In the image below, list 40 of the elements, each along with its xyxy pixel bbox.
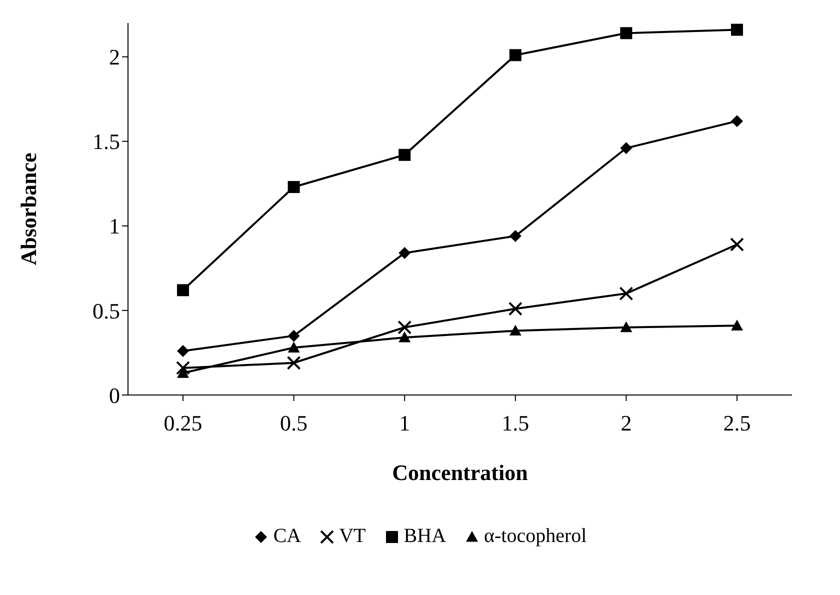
x-tick-label: 1 (399, 410, 410, 436)
x-tick-label: 2 (620, 410, 632, 436)
point (731, 115, 743, 128)
y-tick-label: 2 (109, 44, 120, 70)
point (620, 321, 632, 332)
point (398, 332, 411, 342)
point (286, 356, 301, 370)
point (509, 230, 522, 242)
x-tick-label: 0.5 (280, 410, 308, 436)
x-tick-label: 1.5 (502, 410, 530, 436)
legend-label: VT (339, 525, 366, 548)
legend-label: α-tocopherol (484, 525, 587, 548)
point (177, 345, 189, 358)
point (398, 320, 412, 334)
point (508, 302, 522, 316)
y-tick-label: 1.5 (92, 129, 120, 154)
x-axis-title: Concentration (392, 460, 528, 485)
point (731, 24, 743, 36)
point (509, 324, 522, 336)
y-tick-label: 0.5 (92, 298, 120, 324)
point (398, 246, 411, 259)
x-tick-label: 0.25 (164, 410, 202, 436)
point (288, 181, 300, 194)
point (730, 238, 744, 252)
y-axis-title: Absorbance (16, 152, 41, 266)
point (288, 330, 300, 342)
legend-label: BHA (404, 525, 446, 548)
point (177, 284, 189, 296)
y-tick-label: 1 (109, 214, 120, 239)
y-tick-label: 0 (109, 382, 120, 408)
point (619, 286, 634, 301)
point (620, 142, 632, 154)
point (509, 49, 522, 62)
point (620, 27, 632, 40)
point (176, 360, 190, 375)
x-tick-label: 2.5 (723, 410, 751, 436)
point (731, 320, 743, 330)
point (288, 342, 300, 352)
legend-label: CA (273, 525, 302, 548)
point (398, 148, 411, 161)
